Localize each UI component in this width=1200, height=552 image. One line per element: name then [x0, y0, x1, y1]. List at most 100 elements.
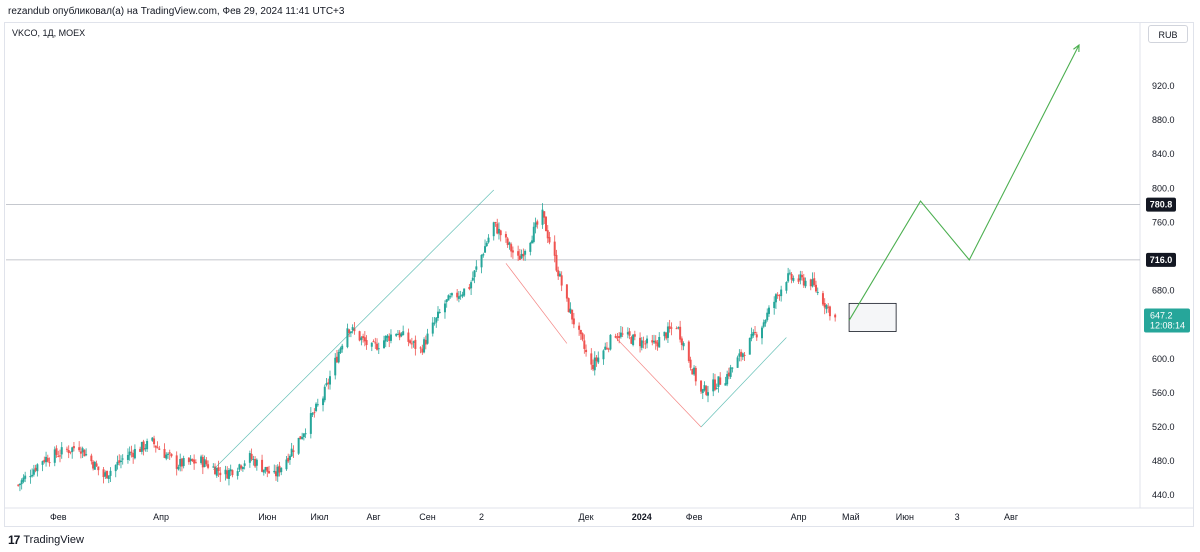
candle-body — [607, 348, 610, 350]
level-badge-box — [1146, 197, 1176, 212]
candle-body — [325, 383, 328, 386]
candle-body — [522, 253, 525, 257]
candle-body — [287, 457, 290, 462]
candle-body — [572, 318, 575, 325]
candle-body — [92, 461, 95, 469]
candle-body — [646, 338, 649, 344]
candle-body — [792, 278, 795, 281]
candle-body — [740, 351, 743, 357]
candle-body — [41, 461, 44, 465]
candle-body — [743, 354, 746, 356]
publish-header: rezandub опубликовал(а) на TradingView.c… — [0, 0, 1200, 22]
x-tick-label: 2024 — [632, 512, 652, 522]
candle-body — [715, 388, 718, 390]
candle-body — [750, 333, 753, 339]
currency-button[interactable]: RUB — [1148, 25, 1188, 43]
candle-body — [614, 335, 617, 338]
candle-body — [60, 447, 63, 455]
candle-body — [719, 377, 722, 385]
candle-body — [140, 441, 143, 452]
candle-body — [238, 464, 241, 470]
candle-body — [492, 222, 495, 237]
candle-body — [689, 359, 692, 368]
candle-body — [78, 447, 81, 451]
x-tick-label: Май — [842, 512, 860, 522]
candle-body — [31, 474, 34, 477]
x-tick-label: 2 — [479, 512, 484, 522]
symbol-label[interactable]: VKCO, 1Д, MOEX — [12, 28, 86, 38]
y-tick-label: 800.0 — [1152, 183, 1175, 193]
candle-body — [179, 459, 182, 467]
candle-body — [567, 298, 570, 313]
candle-body — [424, 339, 427, 345]
candle-body — [764, 319, 767, 324]
candle-body — [126, 454, 129, 460]
candle-body — [449, 296, 452, 298]
candle-body — [363, 337, 366, 342]
candle-body — [45, 456, 48, 463]
candle-body — [700, 380, 703, 392]
candle-body — [754, 332, 757, 334]
candle-body — [337, 352, 340, 363]
candle-body — [816, 291, 819, 293]
candle-body — [154, 445, 157, 448]
candle-body — [780, 289, 783, 297]
candle-body — [374, 342, 377, 344]
candle-body — [177, 466, 180, 470]
candle-body — [642, 341, 645, 343]
candle-body — [619, 332, 622, 337]
pattern-line — [213, 189, 494, 470]
candle-body — [116, 461, 119, 466]
candle-body — [301, 436, 304, 439]
candle-body — [358, 331, 361, 341]
y-tick-label: 920.0 — [1152, 81, 1175, 91]
candle-body — [480, 254, 483, 268]
y-tick-label: 840.0 — [1152, 149, 1175, 159]
candle-body — [487, 237, 490, 243]
candle-body — [597, 357, 600, 363]
candle-body — [370, 342, 373, 347]
candle-body — [97, 466, 100, 471]
candle-body — [484, 246, 487, 253]
candle-body — [767, 307, 770, 314]
candle-body — [475, 266, 478, 270]
candle-body — [376, 343, 379, 350]
candle-body — [226, 470, 229, 479]
pattern-line — [615, 337, 702, 428]
candle-body — [471, 277, 474, 281]
candle-body — [163, 449, 166, 458]
footer: 17 TradingView — [8, 533, 84, 547]
candle-body — [132, 452, 135, 458]
candle-body — [520, 254, 523, 259]
candle-body — [353, 328, 356, 332]
candle-body — [398, 332, 401, 338]
candle-body — [693, 367, 696, 375]
candle-body — [153, 438, 156, 445]
candle-body — [67, 450, 70, 454]
candle-body — [517, 251, 520, 256]
candles — [17, 203, 837, 492]
candle-body — [83, 449, 86, 457]
candle-body — [510, 244, 513, 252]
candle-body — [755, 334, 758, 338]
candle-body — [261, 459, 264, 472]
candle-body — [456, 292, 459, 298]
candle-body — [461, 294, 464, 297]
brand-label: TradingView — [23, 534, 84, 546]
candle-body — [729, 367, 732, 377]
candle-body — [341, 345, 344, 350]
candle-body — [774, 294, 777, 303]
candle-body — [334, 357, 337, 376]
candle-body — [409, 340, 412, 344]
candle-body — [156, 447, 159, 449]
candle-body — [276, 466, 279, 477]
candle-body — [778, 295, 781, 297]
candle-body — [531, 240, 534, 244]
candle-body — [701, 389, 704, 394]
candle-body — [243, 463, 246, 466]
candle-body — [532, 226, 535, 242]
candle-body — [761, 327, 763, 339]
candle-body — [665, 332, 668, 339]
candle-body — [630, 337, 633, 344]
